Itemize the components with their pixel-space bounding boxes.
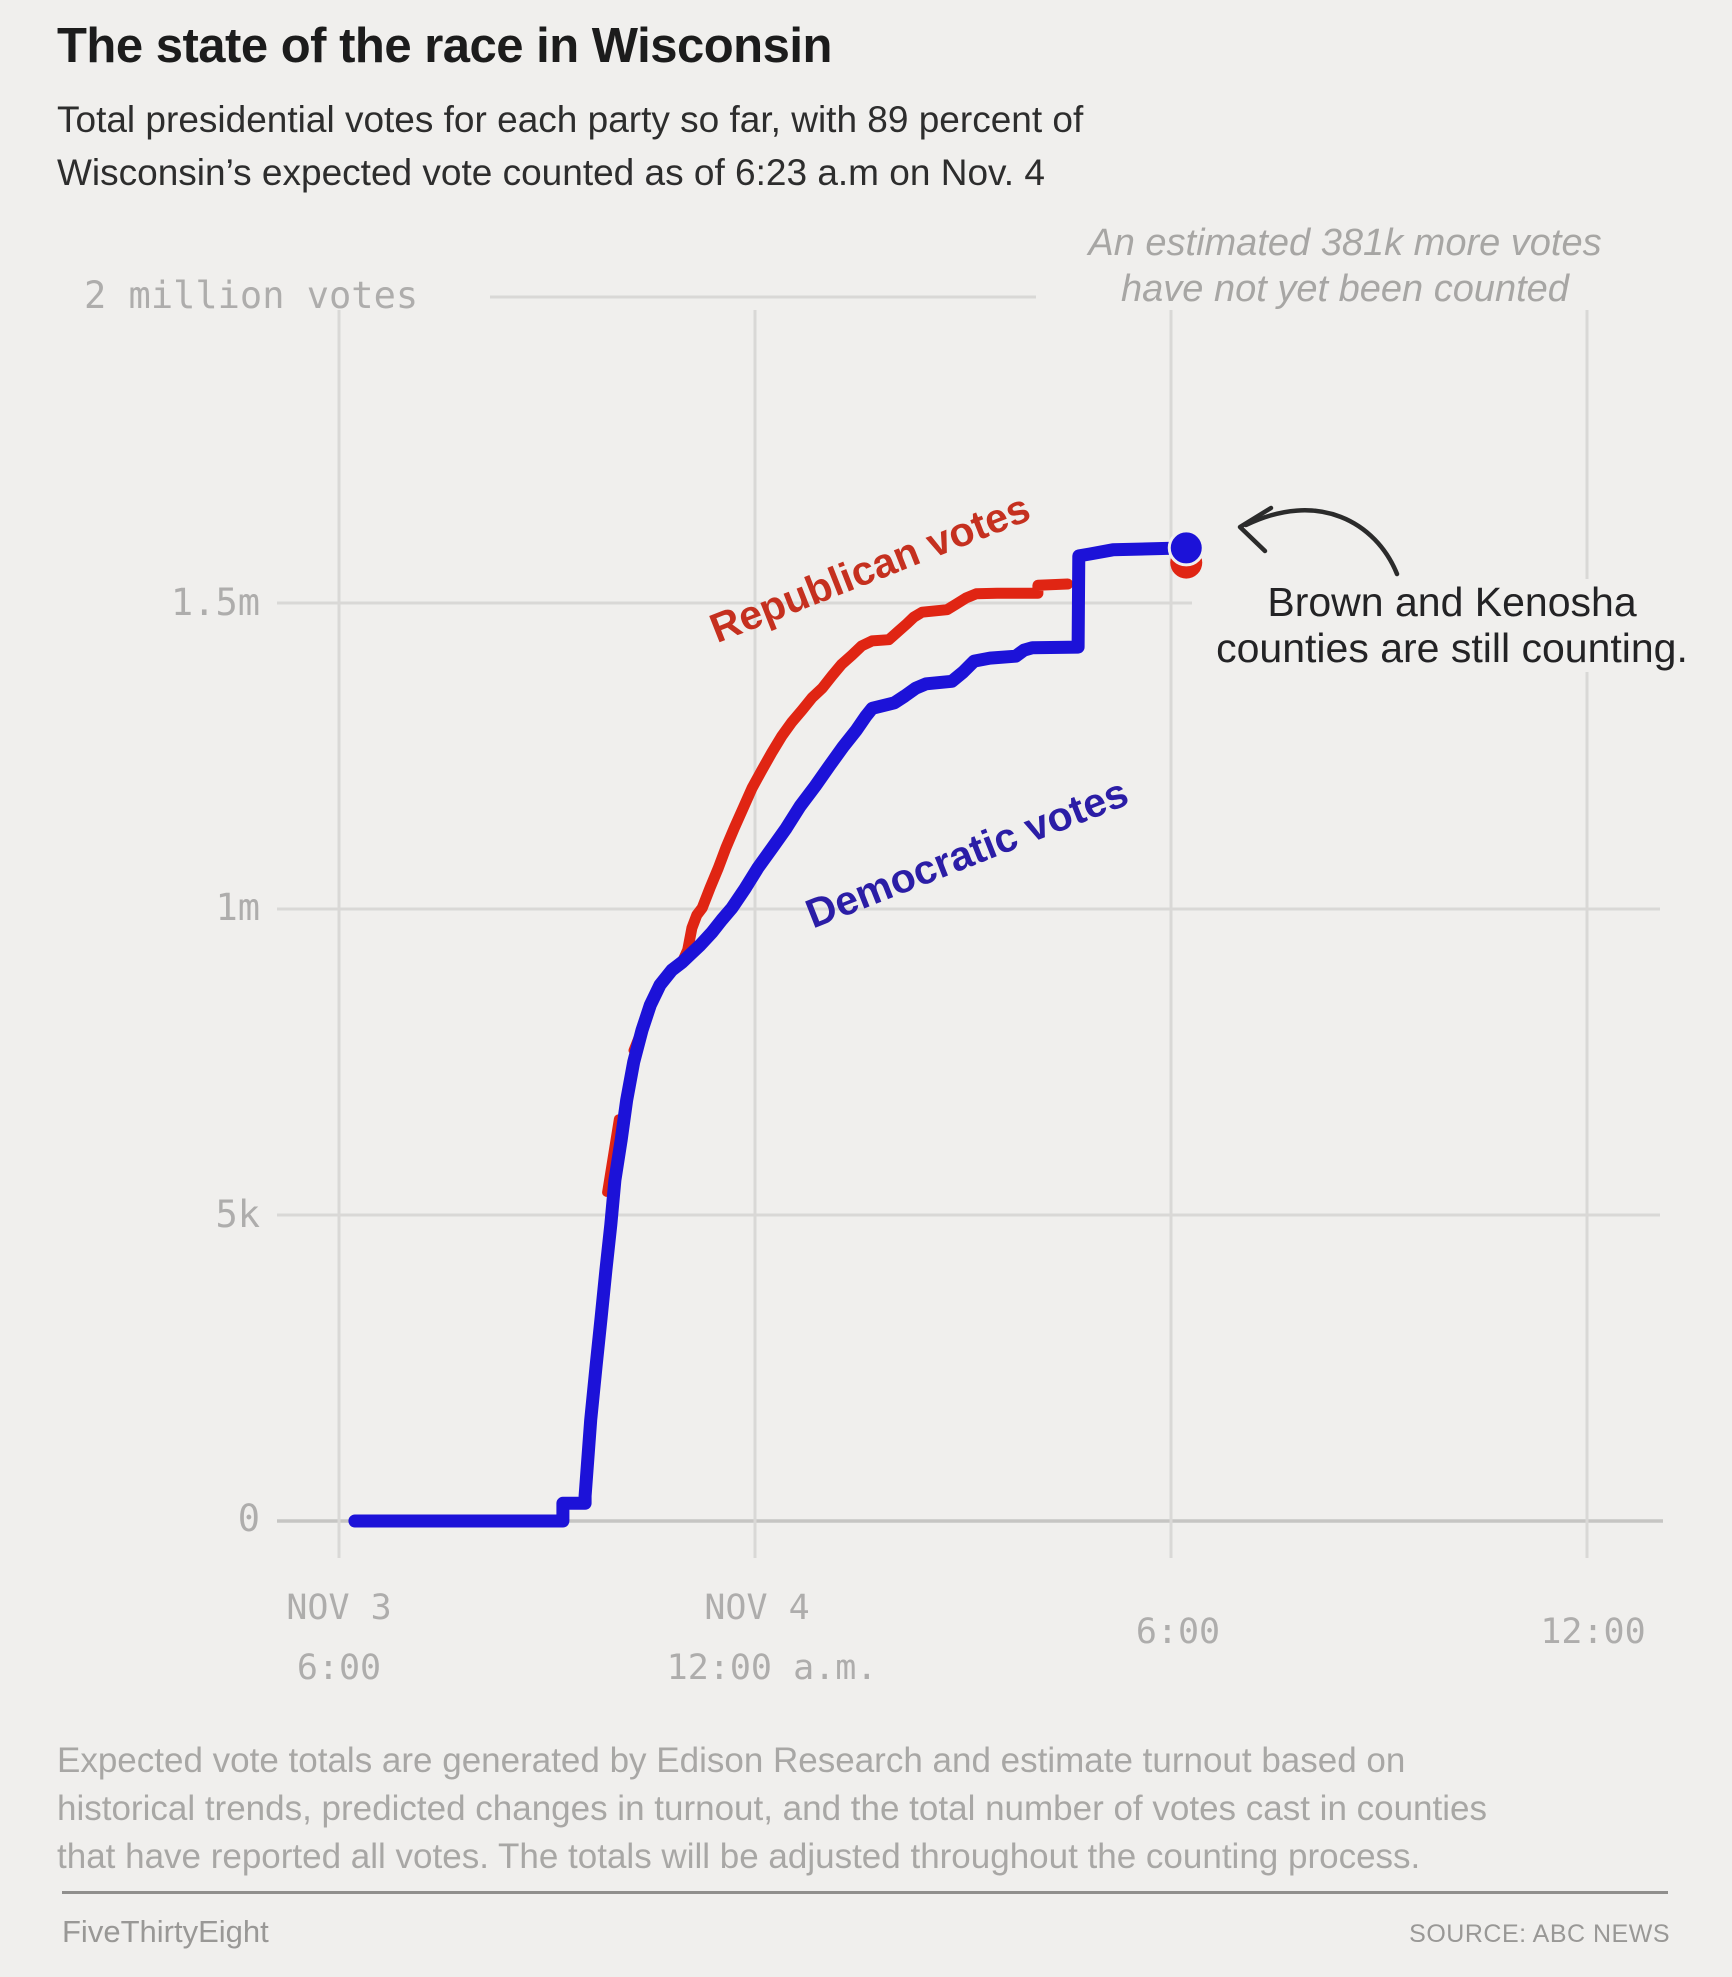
pointer-arrow-head (1237, 505, 1274, 554)
still-counting-annotation-line2: counties are still counting. (1216, 625, 1688, 672)
footer-divider (62, 1891, 1668, 1894)
chart-subtitle-line2: Wisconsin’s expected vote counted as of … (57, 151, 1045, 193)
x-tick-nov3-time: 6:00 (296, 1648, 382, 1688)
still-counting-annotation: Brown and Kenosha counties are still cou… (1192, 579, 1712, 672)
uncounted-votes-annotation: An estimated 381k more votes have not ye… (1020, 220, 1670, 313)
x-tick-noon: 12:00 (1540, 1612, 1646, 1652)
methodology-note-line3: that have reported all votes. The totals… (57, 1836, 1421, 1876)
pointer-arrow (1243, 508, 1400, 577)
source-credit: SOURCE: ABC NEWS (1409, 1920, 1670, 1948)
methodology-note-line1: Expected vote totals are generated by Ed… (57, 1741, 1406, 1780)
democratic-line (348, 541, 1193, 1528)
uncounted-votes-annotation-line2: have not yet been counted (1121, 268, 1569, 311)
democratic-end-dot (1167, 529, 1205, 567)
brand-logo-text: FiveThirtyEight (62, 1914, 269, 1949)
x-tick-nov3: NOV 3 (286, 1588, 392, 1628)
uncounted-votes-annotation-line1: An estimated 381k more votes (1088, 222, 1602, 264)
page-title: The state of the race in Wisconsin (57, 19, 832, 73)
still-counting-annotation-line1: Brown and Kenosha (1267, 579, 1637, 625)
republican-line (349, 578, 1074, 1527)
y-tick-1-5m: 1.5m (170, 581, 260, 624)
y-tick-1m: 1m (215, 886, 260, 929)
x-tick-nov4-time: 12:00 a.m. (666, 1648, 878, 1688)
y-tick-0: 0 (237, 1497, 260, 1540)
y-axis-top-label: 2 million votes (84, 274, 419, 317)
chart-subtitle-line1: Total presidential votes for each party … (57, 99, 1084, 140)
x-tick-nov4: NOV 4 (704, 1588, 810, 1628)
y-tick-500k: 5k (215, 1193, 260, 1236)
chart-subtitle: Total presidential votes for each party … (57, 94, 1617, 199)
methodology-note: Expected vote totals are generated by Ed… (57, 1737, 1697, 1881)
methodology-note-line2: historical trends, predicted changes in … (57, 1788, 1487, 1828)
x-tick-6am: 6:00 (1135, 1612, 1221, 1652)
